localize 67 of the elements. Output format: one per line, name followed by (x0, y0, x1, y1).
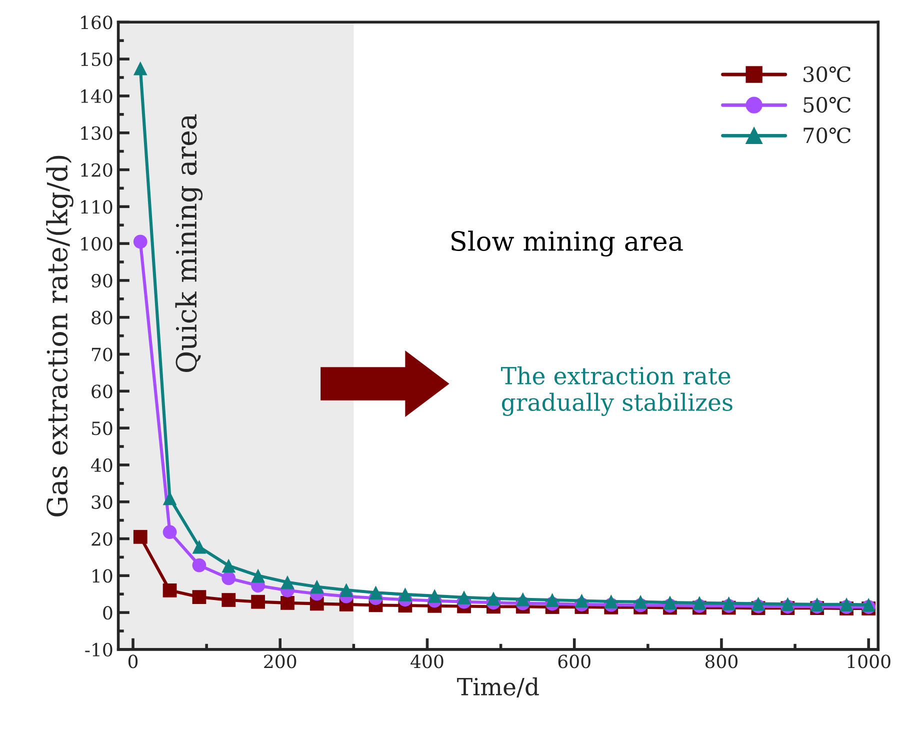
point (280, 575, 294, 590)
point (428, 588, 442, 603)
point (222, 558, 236, 573)
y-tick-label: 90 (92, 274, 112, 288)
point (162, 525, 177, 540)
point (192, 540, 206, 554)
y-tick-label: 120 (81, 163, 112, 177)
point (457, 590, 471, 604)
x-tick-label: 0 (128, 654, 138, 668)
y-tick-label: 30 (92, 495, 112, 509)
point (634, 594, 648, 609)
y-tick-label: 50 (92, 422, 112, 436)
y-tick-label: 60 (92, 384, 112, 398)
annotation: Slow mining area (452, 230, 683, 256)
y-axis-title: Gas extraction rate/(kg/d) (46, 156, 74, 516)
point (840, 597, 854, 612)
y-tick-label: 130 (81, 126, 112, 140)
point (251, 568, 266, 583)
point (222, 571, 236, 586)
point (162, 583, 177, 598)
point (751, 596, 766, 611)
point (604, 594, 618, 608)
x-tick-label: 800 (705, 654, 738, 668)
y-tick-label: 100 (81, 237, 112, 251)
point (398, 588, 412, 602)
legend-label: 30℃ (804, 66, 851, 82)
point (780, 597, 795, 611)
point (339, 583, 354, 597)
y-tick-label: 0 (103, 606, 112, 620)
y-tick-label: 80 (92, 310, 112, 324)
point (192, 590, 206, 604)
y-tick-label: -10 (85, 642, 112, 657)
point (486, 592, 500, 606)
point (692, 596, 706, 610)
y-tick-label: 110 (81, 200, 112, 214)
y-tick-label: 150 (81, 52, 112, 66)
point (133, 61, 148, 76)
x-tick-label: 400 (410, 654, 444, 668)
x-axis-title: Time/d (457, 677, 539, 698)
y-tick-label: 140 (81, 89, 112, 104)
point (310, 580, 324, 594)
x-tick-label: 1000 (848, 654, 890, 668)
y-tick-label: 20 (92, 532, 112, 546)
point (251, 594, 266, 609)
point (368, 586, 383, 600)
point (133, 234, 148, 249)
y-tick-label: 10 (92, 569, 112, 583)
point (192, 558, 206, 572)
point (280, 596, 294, 610)
y-tick-label: 160 (81, 16, 112, 30)
y-tick-label: 70 (92, 348, 112, 362)
point (574, 594, 589, 608)
point (862, 598, 876, 612)
legend-label: 50℃ (804, 96, 851, 113)
point (810, 597, 824, 612)
legend-label: 70℃ (804, 128, 851, 144)
x-tick-label: 600 (558, 654, 590, 668)
y-tick-label: 40 (91, 458, 112, 472)
point (722, 596, 736, 610)
band-label: Quick mining area (175, 114, 203, 372)
point (545, 593, 560, 607)
annotation: The extraction rate gradually stabilizes (501, 366, 732, 416)
point (222, 593, 236, 607)
x-tick-label: 200 (264, 654, 296, 668)
point (663, 596, 677, 610)
point (516, 592, 530, 606)
point (133, 530, 148, 544)
